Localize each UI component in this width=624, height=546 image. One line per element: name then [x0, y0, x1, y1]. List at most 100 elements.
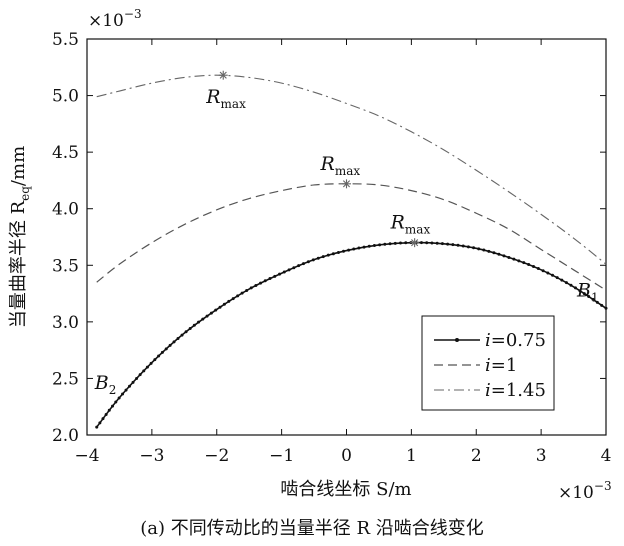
max-marker-stroke [219, 71, 227, 79]
series-point [497, 252, 501, 256]
y-tick-label: 4.0 [52, 200, 79, 220]
series-point [331, 252, 335, 256]
series-point [546, 271, 550, 275]
series-point [142, 369, 146, 373]
max-label: Rmax [320, 153, 361, 178]
series-point [172, 340, 176, 344]
series-point [114, 400, 118, 404]
series-point [430, 241, 434, 245]
series-point [507, 255, 511, 259]
series-point [231, 297, 235, 301]
x-tick-label: −2 [204, 446, 229, 466]
series-point [569, 283, 573, 287]
max-label: Rmax [390, 212, 431, 237]
series-point [131, 380, 135, 384]
y-tick-label: 5.0 [52, 87, 79, 107]
series-point [149, 361, 153, 365]
x-axis-label: 啮合线坐标 S/m [280, 479, 411, 500]
series-point [157, 354, 161, 358]
series-point [404, 241, 408, 245]
series-point [352, 247, 356, 251]
series-point [532, 265, 535, 268]
x-tick-label: −1 [269, 446, 294, 466]
series-point [378, 243, 382, 247]
series-point [95, 425, 99, 429]
series-point [326, 253, 330, 257]
series-point [302, 262, 306, 266]
max-label-sub: max [405, 223, 431, 237]
series-point [98, 421, 102, 425]
series-point [124, 388, 128, 392]
series-point [259, 281, 263, 285]
legend: i=0.75i=1i=1.45 [421, 315, 555, 411]
endpoint-label-main: B [576, 279, 591, 301]
series-point [512, 257, 516, 261]
series-point [160, 350, 164, 354]
series-point [273, 274, 277, 278]
legend-label: i=0.75 [485, 330, 546, 351]
series-point [135, 376, 139, 380]
y-axis-label: 当量曲率半径 Req/mm [8, 146, 32, 328]
max-marker: Rmax [390, 212, 431, 248]
series-point [466, 245, 470, 249]
series-point [197, 320, 201, 324]
legend-label-var: i [485, 330, 491, 351]
x-scale-factor-base: ×10 [558, 483, 594, 503]
series-point [342, 249, 346, 253]
x-tick-label: 0 [341, 446, 352, 466]
max-label-main: R [205, 86, 220, 108]
series-point [393, 241, 397, 245]
y-tick-label: 3.5 [52, 256, 79, 276]
y-axis-label-main: 当量曲率半径 R [8, 200, 29, 328]
series-point [527, 263, 531, 267]
series-point [347, 248, 351, 252]
y-axis-label-unit: /mm [8, 146, 29, 186]
y-tick-label: 2.0 [52, 426, 79, 446]
series-point [560, 278, 564, 282]
series-point [164, 347, 168, 351]
series-point [461, 244, 465, 248]
series-point [367, 244, 371, 248]
figure-caption: (a) 不同传动比的当量半径 R 沿啮合线变化 [140, 518, 484, 539]
series-point [555, 276, 559, 280]
y-tick-label: 2.5 [52, 369, 79, 389]
series-point [254, 283, 258, 287]
series-point [582, 292, 586, 296]
series-point [205, 314, 209, 318]
series-point [227, 299, 231, 303]
series-point [551, 273, 555, 277]
series-point [214, 308, 218, 312]
legend-label-val: =0.75 [491, 330, 546, 351]
series-point [372, 244, 376, 248]
series-point [292, 266, 296, 270]
series-point [446, 242, 450, 246]
series-point [121, 392, 125, 396]
legend-swatch-dot [455, 338, 459, 342]
x-tick-label: −3 [139, 446, 164, 466]
series-point [117, 396, 121, 400]
x-tick-label: 1 [406, 446, 417, 466]
series-point [209, 311, 213, 315]
legend-label: i=1 [485, 355, 517, 376]
x-tick-label: 4 [601, 446, 612, 466]
series-point [472, 246, 476, 250]
series-point [249, 286, 253, 290]
legend-label-val: =1.45 [491, 380, 546, 401]
max-marker-stroke [411, 239, 419, 247]
series-point [440, 242, 444, 246]
series-point [188, 326, 192, 330]
x-tick-label: 2 [471, 446, 482, 466]
series-point [316, 256, 320, 260]
series-point [138, 373, 142, 377]
series-point [591, 297, 595, 301]
series-point [357, 246, 361, 250]
x-tick-label: −4 [74, 446, 99, 466]
max-label-sub: max [221, 97, 247, 111]
series-point [587, 294, 591, 298]
legend-label-var: i [485, 380, 491, 401]
max-marker-stroke [342, 180, 351, 188]
series-point [306, 260, 310, 264]
series-point [435, 241, 439, 245]
